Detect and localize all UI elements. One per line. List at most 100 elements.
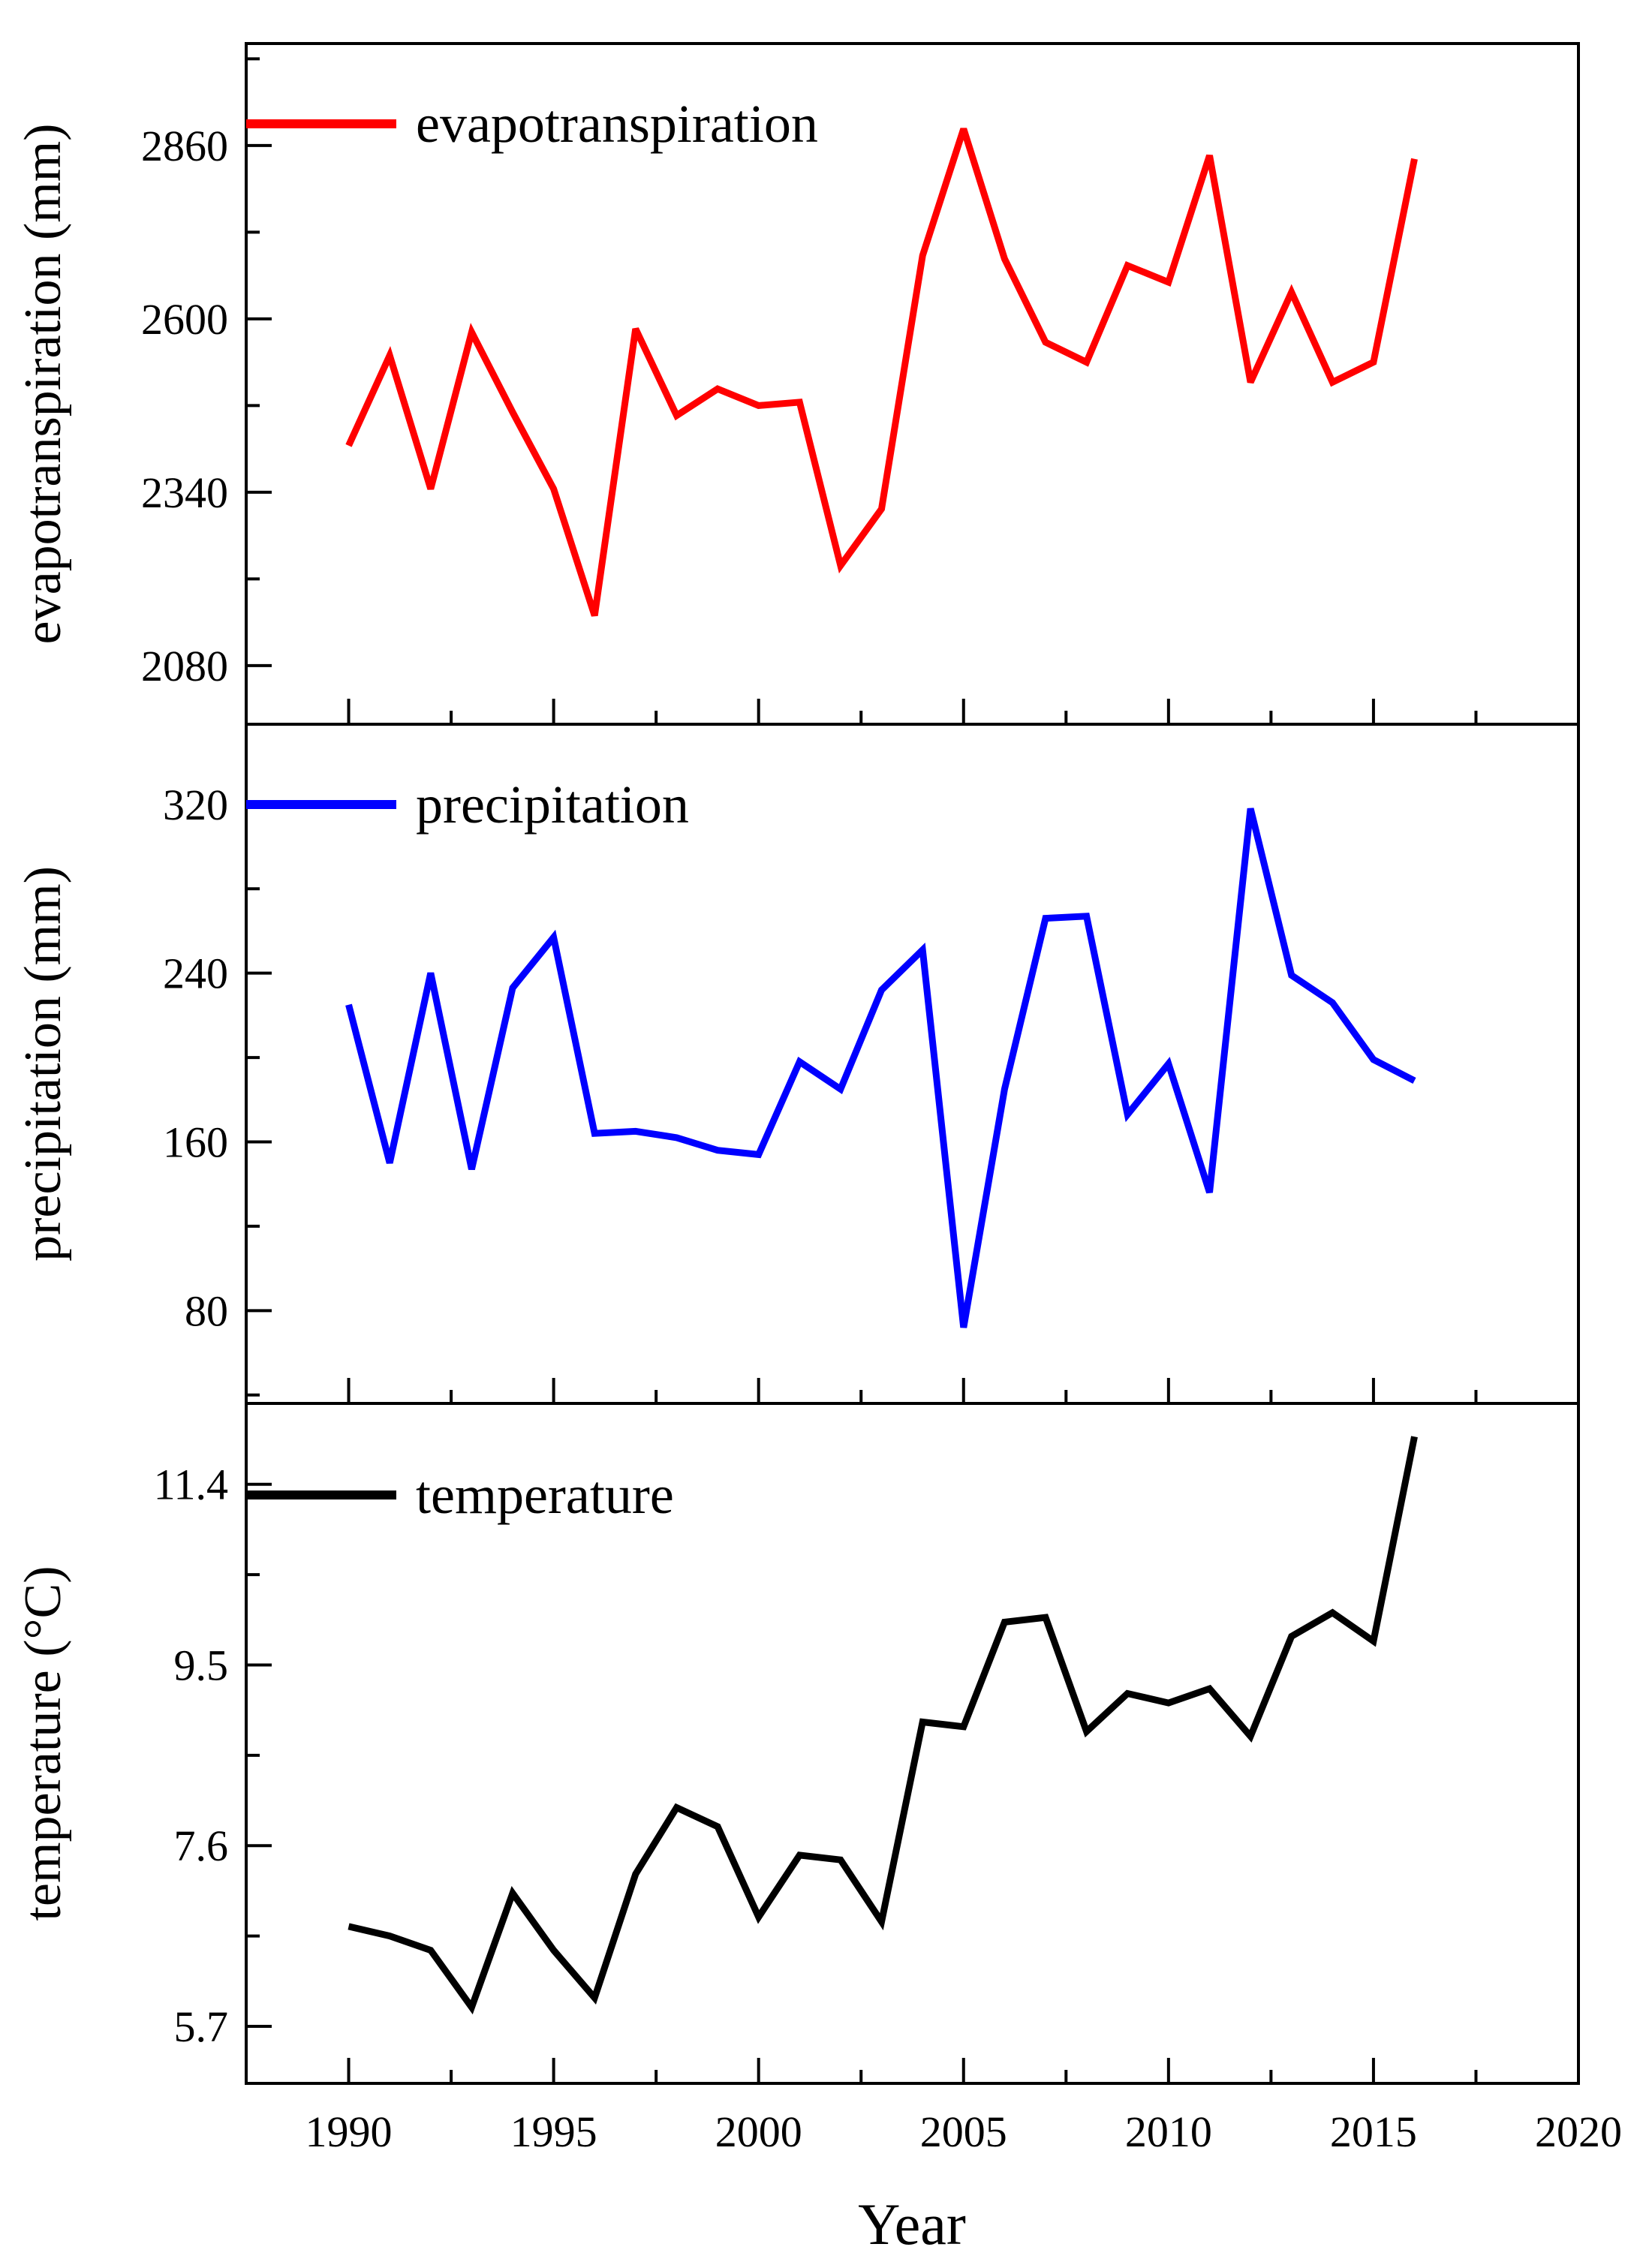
prec-data-point-2008 bbox=[1084, 913, 1090, 919]
et-data-point-2001 bbox=[796, 399, 802, 405]
prec-data-point-1997 bbox=[633, 1128, 639, 1134]
et-data-point-2016 bbox=[1412, 156, 1418, 162]
prec-y-tick-label-3: 320 bbox=[163, 781, 228, 829]
et-data-point-1995 bbox=[551, 486, 557, 492]
et-data-point-2014 bbox=[1329, 379, 1335, 385]
temp-panel-frame bbox=[245, 1402, 1580, 2085]
et-data-point-1996 bbox=[591, 612, 597, 618]
temp-data-point-1994 bbox=[510, 1891, 516, 1897]
et-y-tick-label-2: 2600 bbox=[141, 295, 228, 344]
prec-y-axis-title: precipitation (mm) bbox=[14, 866, 72, 1262]
x-tick-label-2015: 2015 bbox=[1330, 2107, 1417, 2156]
et-y-tick-label-1: 2340 bbox=[141, 468, 228, 517]
et-legend-label: evapotranspiration bbox=[416, 94, 818, 154]
temp-data-point-2000 bbox=[756, 1914, 762, 1920]
temp-data-point-1997 bbox=[633, 1871, 639, 1877]
prec-data-point-1995 bbox=[551, 934, 557, 940]
et-data-point-1998 bbox=[673, 413, 679, 419]
temp-data-point-1995 bbox=[551, 1948, 557, 1954]
temp-data-point-1990 bbox=[346, 1924, 352, 1930]
temp-data-point-1999 bbox=[715, 1824, 721, 1830]
prec-data-point-2015 bbox=[1371, 1057, 1377, 1063]
temp-data-point-2016 bbox=[1412, 1433, 1418, 1439]
prec-data-point-2009 bbox=[1124, 1111, 1130, 1117]
prec-data-point-1998 bbox=[673, 1135, 679, 1141]
et-data-point-2010 bbox=[1166, 279, 1172, 285]
prec-legend-label: precipitation bbox=[416, 775, 689, 835]
temp-y-tick-label-2: 9.5 bbox=[174, 1641, 229, 1689]
prec-data-point-2011 bbox=[1206, 1190, 1212, 1196]
et-data-point-2007 bbox=[1043, 339, 1049, 345]
temp-data-point-2011 bbox=[1206, 1686, 1212, 1692]
temp-data-point-1992 bbox=[428, 1948, 434, 1954]
x-tick-label-1995: 1995 bbox=[510, 2107, 597, 2156]
prec-data-point-2001 bbox=[796, 1059, 802, 1065]
x-tick-label-2005: 2005 bbox=[920, 2107, 1007, 2156]
temp-data-point-1991 bbox=[387, 1933, 393, 1939]
temp-data-point-1993 bbox=[468, 2005, 474, 2011]
et-data-point-2008 bbox=[1084, 359, 1090, 365]
et-series-line bbox=[345, 128, 1418, 617]
et-data-point-2011 bbox=[1206, 152, 1212, 158]
temp-data-point-2001 bbox=[796, 1852, 802, 1858]
temp-data-point-2005 bbox=[961, 1724, 967, 1730]
et-data-point-2002 bbox=[838, 563, 844, 569]
temp-y-tick-label-0: 5.7 bbox=[174, 2002, 229, 2051]
prec-data-point-2007 bbox=[1043, 916, 1049, 922]
prec-data-point-2012 bbox=[1247, 805, 1253, 811]
x-tick-label-2000: 2000 bbox=[715, 2107, 802, 2156]
prec-data-point-2016 bbox=[1412, 1078, 1418, 1084]
prec-data-point-2006 bbox=[1001, 1086, 1007, 1092]
prec-y-tick-label-1: 160 bbox=[163, 1117, 228, 1166]
prec-data-point-1992 bbox=[428, 970, 434, 976]
et-data-point-1999 bbox=[715, 386, 721, 392]
et-data-point-2006 bbox=[1001, 256, 1007, 262]
prec-data-point-1990 bbox=[346, 1002, 352, 1008]
prec-data-point-2002 bbox=[838, 1086, 844, 1092]
temp-data-point-2008 bbox=[1084, 1728, 1090, 1734]
et-y-tick-label-0: 2080 bbox=[141, 642, 228, 690]
temp-series-line bbox=[348, 1436, 1418, 2015]
et-data-point-2005 bbox=[961, 126, 967, 132]
prec-data-point-1999 bbox=[715, 1148, 721, 1154]
prec-y-tick-label-2: 240 bbox=[163, 949, 228, 998]
temp-data-point-2015 bbox=[1371, 1638, 1377, 1644]
et-y-tick-label-3: 2860 bbox=[141, 122, 228, 170]
prec-data-point-1994 bbox=[510, 985, 516, 991]
et-data-point-1997 bbox=[633, 326, 639, 332]
x-tick-label-1990: 1990 bbox=[305, 2107, 393, 2156]
et-data-point-2004 bbox=[919, 252, 925, 258]
prec-data-point-2000 bbox=[756, 1151, 762, 1157]
prec-data-point-2004 bbox=[919, 947, 925, 953]
temp-data-point-2004 bbox=[919, 1719, 925, 1725]
prec-data-point-2013 bbox=[1289, 972, 1295, 978]
temp-y-tick-label-1: 7.6 bbox=[174, 1821, 229, 1870]
x-axis-title: Year bbox=[858, 2191, 966, 2257]
et-data-point-1992 bbox=[428, 486, 434, 492]
et-data-point-1990 bbox=[346, 443, 352, 449]
temp-data-point-2006 bbox=[1001, 1619, 1007, 1625]
et-data-point-1991 bbox=[387, 353, 393, 359]
x-tick-label-2020: 2020 bbox=[1535, 2107, 1622, 2156]
temp-data-point-1996 bbox=[591, 1995, 597, 2001]
temp-data-point-2003 bbox=[879, 1919, 885, 1925]
et-data-point-2015 bbox=[1371, 359, 1377, 365]
prec-data-point-1991 bbox=[387, 1160, 393, 1166]
temp-y-axis-title: temperature (°C) bbox=[14, 1566, 72, 1921]
temp-legend-label: temperature bbox=[416, 1465, 674, 1525]
prec-data-point-2005 bbox=[961, 1325, 967, 1331]
et-y-axis-title: evapotranspiration (mm) bbox=[14, 124, 72, 645]
prec-series-line bbox=[345, 808, 1416, 1328]
prec-data-point-2014 bbox=[1329, 1000, 1335, 1006]
prec-data-point-1996 bbox=[591, 1130, 597, 1136]
x-tick-label-2010: 2010 bbox=[1125, 2107, 1212, 2156]
et-data-point-2009 bbox=[1124, 263, 1130, 269]
prec-data-point-2003 bbox=[879, 987, 885, 993]
et-data-point-2003 bbox=[879, 506, 885, 512]
prec-data-point-1993 bbox=[468, 1166, 474, 1172]
temp-data-point-1998 bbox=[673, 1805, 679, 1811]
temp-y-tick-label-3: 11.4 bbox=[154, 1460, 228, 1509]
temp-data-point-2012 bbox=[1247, 1733, 1253, 1739]
et-data-point-2000 bbox=[756, 402, 762, 408]
